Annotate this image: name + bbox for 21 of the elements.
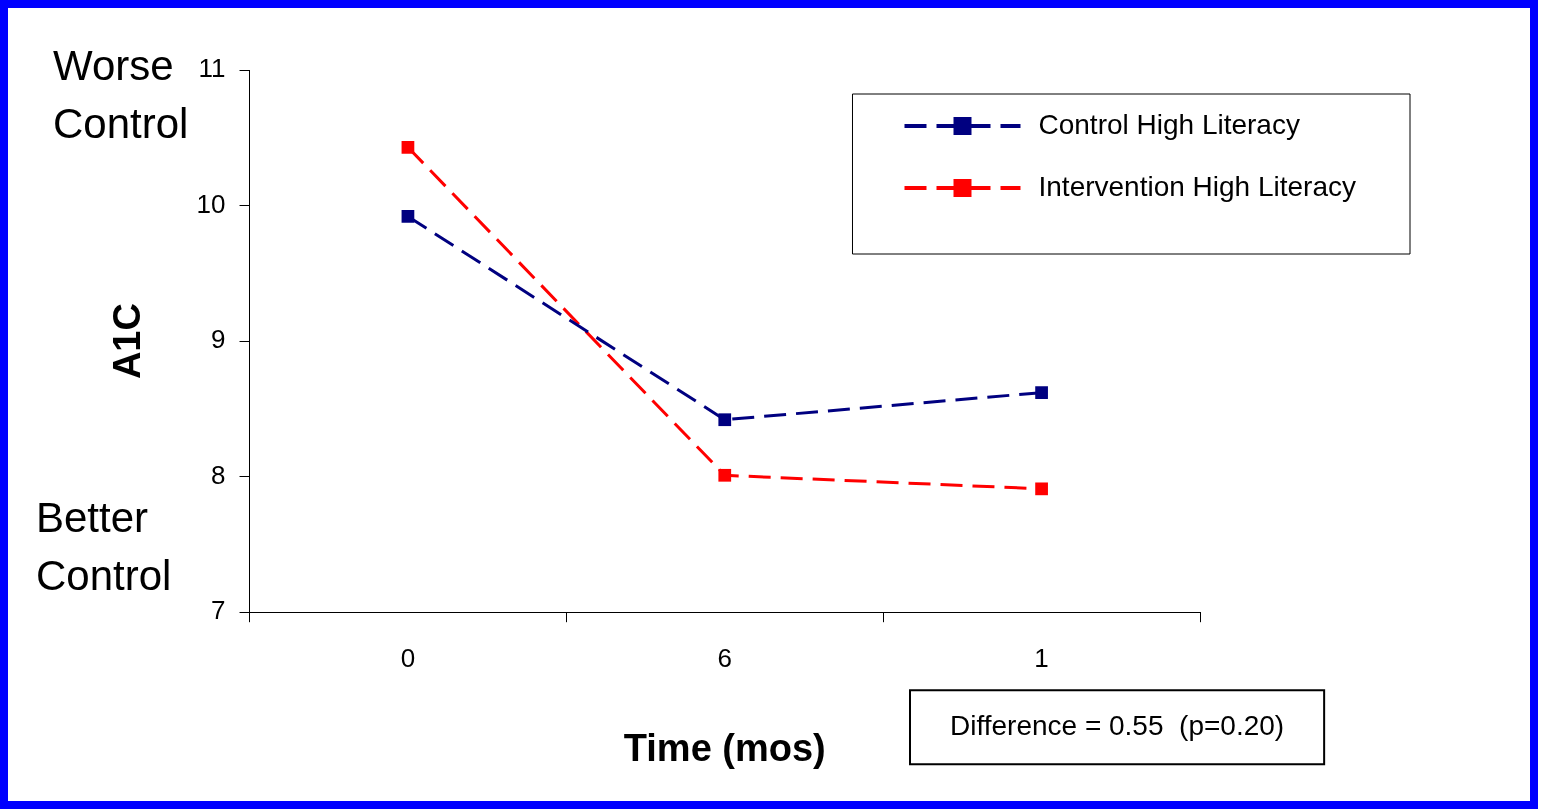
x-tick-label: 6 bbox=[717, 642, 732, 673]
y-tick-label: 7 bbox=[211, 595, 226, 626]
point bbox=[1035, 482, 1048, 496]
text: Worse Control bbox=[53, 42, 189, 147]
y-tick-label: 11 bbox=[198, 53, 226, 84]
x-axis-title: Time (mos) bbox=[623, 726, 826, 769]
point bbox=[718, 413, 732, 427]
text: Difference = 0.55 (p=0.20) bbox=[950, 709, 1285, 741]
y-tick-label: 9 bbox=[211, 324, 226, 355]
point bbox=[718, 468, 732, 482]
point bbox=[401, 140, 415, 154]
legend-label: Intervention High Literacy bbox=[1038, 170, 1357, 202]
y-tick-label: 8 bbox=[211, 459, 226, 490]
legend-label: Control High Literacy bbox=[1038, 108, 1300, 140]
y-axis-title: A1C bbox=[106, 303, 149, 380]
text: Better Control bbox=[36, 494, 172, 600]
x-tick-label: 1 bbox=[1034, 642, 1049, 673]
y-tick-label: 10 bbox=[196, 188, 226, 219]
point bbox=[1035, 386, 1048, 399]
point bbox=[401, 210, 415, 223]
x-tick-label: 0 bbox=[400, 642, 416, 673]
